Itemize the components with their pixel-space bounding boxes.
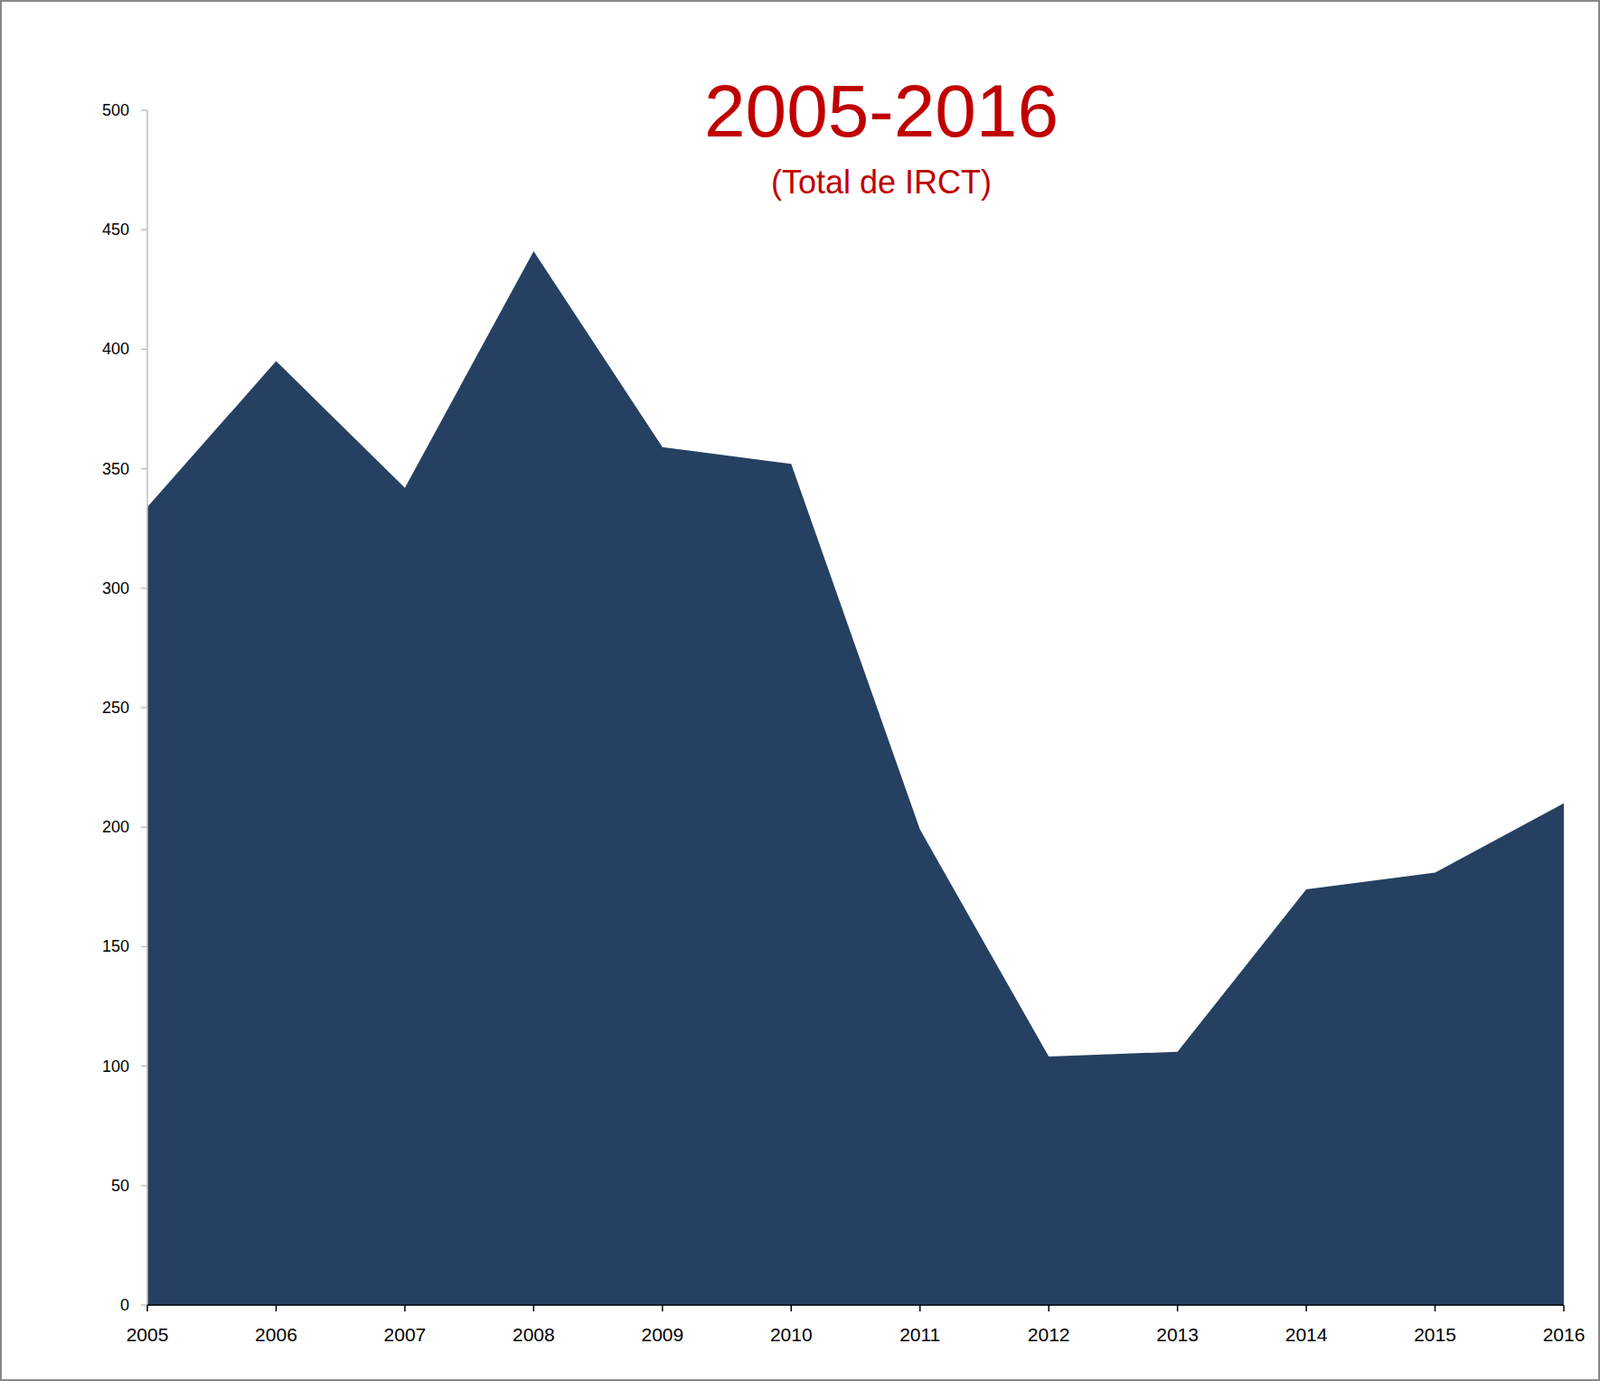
y-tick-label: 400	[102, 339, 130, 358]
x-tick-label: 2015	[1413, 1324, 1457, 1346]
y-tick	[141, 706, 148, 709]
frame	[0, 0, 1600, 1381]
y-tick	[141, 587, 148, 590]
x-tick-label: 2009	[640, 1324, 684, 1346]
y-tick	[141, 826, 148, 829]
area	[147, 251, 1564, 1306]
y-tick-label: 100	[102, 1057, 130, 1076]
x-tick-label: 2012	[1027, 1324, 1071, 1346]
x-tick	[1047, 1305, 1050, 1312]
x-tick-label: 2010	[770, 1324, 813, 1346]
y-tick-label: 250	[102, 698, 130, 717]
chart: 0 50 100 150 200 250 300 350 400 450 500 2005 2006 20…	[0, 0, 1600, 1381]
y-tick-label: 500	[102, 101, 130, 120]
x-tick-label: 2006	[254, 1324, 298, 1346]
y-tick-label: 150	[102, 937, 130, 956]
x-tick	[1305, 1305, 1308, 1312]
y-tick-label: 450	[102, 220, 130, 239]
x-tick	[146, 1305, 149, 1312]
x-tick	[1562, 1305, 1565, 1312]
x-tick-label: 2016	[1543, 1324, 1586, 1346]
plot-area	[147, 251, 1564, 1306]
y-tick	[141, 109, 148, 112]
y-tick-label: 0	[120, 1296, 130, 1315]
x-tick	[790, 1305, 793, 1312]
x-tick-label: 2007	[384, 1324, 427, 1346]
x-tick-label: 2014	[1285, 1324, 1328, 1346]
y-tick	[141, 1185, 148, 1187]
x-tick	[661, 1305, 664, 1312]
y-tick	[141, 348, 148, 351]
x-tick	[1434, 1305, 1437, 1312]
x-tick	[1176, 1305, 1179, 1312]
title: 2005-2016	[704, 69, 1059, 152]
x-tick-label: 2005	[126, 1324, 170, 1346]
subtitle: (Total de IRCT)	[771, 163, 992, 201]
y-tick-label: 200	[102, 818, 130, 837]
x-tick	[533, 1305, 536, 1312]
x-tick-label: 2008	[512, 1324, 556, 1346]
x-tick	[404, 1305, 406, 1312]
x-tick	[919, 1305, 922, 1312]
x-tick	[275, 1305, 278, 1312]
y-tick-label: 300	[102, 579, 130, 598]
x-tick-label: 2011	[899, 1324, 941, 1346]
x-axis	[147, 1304, 1564, 1307]
y-tick	[141, 946, 148, 949]
y-tick	[141, 468, 148, 471]
y-tick	[141, 1304, 148, 1307]
x-tick-label: 2013	[1156, 1324, 1199, 1346]
y-tick	[141, 228, 148, 231]
y-tick-label: 50	[111, 1176, 130, 1196]
y-tick-label: 350	[102, 460, 130, 479]
y-tick	[141, 1065, 148, 1068]
